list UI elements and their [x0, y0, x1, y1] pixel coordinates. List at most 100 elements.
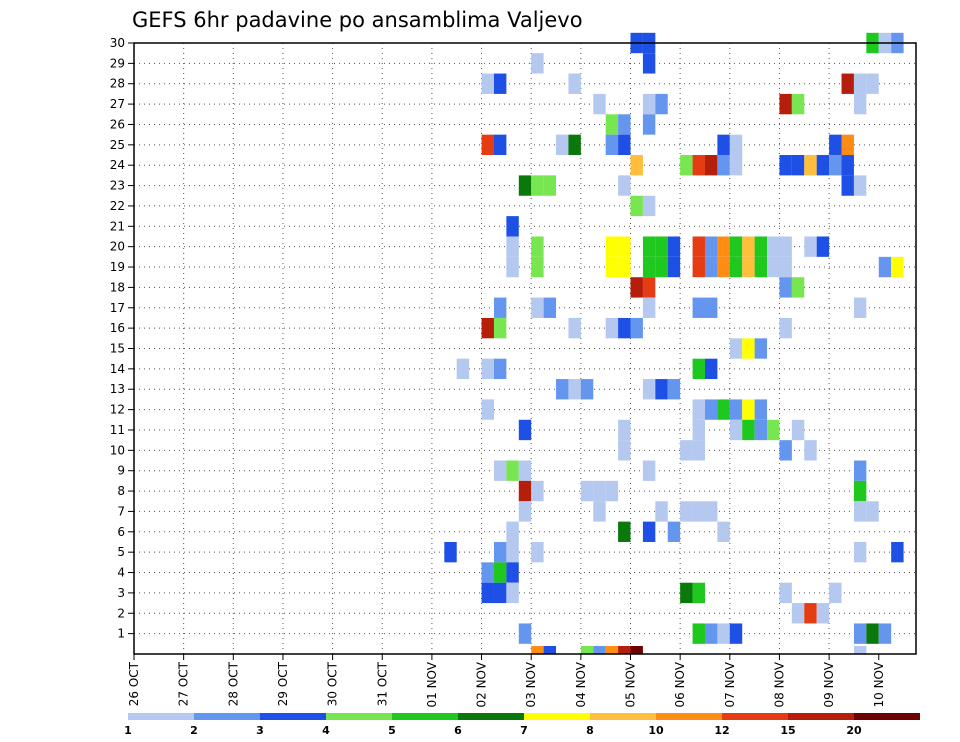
precip-cell — [717, 236, 730, 257]
precip-cell — [605, 480, 619, 502]
precip-cell — [729, 338, 743, 359]
precip-cell — [642, 460, 656, 481]
precip-cell — [605, 646, 619, 654]
precip-cell — [841, 134, 854, 156]
y-tick-label: 17 — [110, 301, 125, 315]
precip-cell — [642, 256, 656, 278]
y-tick-label: 15 — [110, 342, 125, 356]
precip-cell — [618, 114, 631, 135]
precip-cell — [853, 480, 867, 502]
legend-label: 7 — [520, 724, 528, 737]
legend-swatch — [458, 713, 524, 720]
precip-cell — [493, 358, 507, 380]
precip-cell — [444, 541, 457, 563]
y-tick-label: 22 — [110, 199, 125, 213]
precip-cell — [568, 73, 581, 94]
precip-cell — [605, 317, 619, 339]
precip-cell — [543, 175, 557, 196]
y-tick-label: 23 — [110, 179, 125, 193]
precip-cell — [531, 297, 544, 318]
x-tick-label: 07 NOV — [723, 661, 737, 707]
precip-cell — [481, 317, 494, 339]
precip-cell — [531, 256, 544, 278]
precip-cell — [754, 419, 768, 441]
legend-label: 12 — [714, 724, 729, 737]
precip-cell — [829, 582, 842, 604]
precip-cell — [841, 155, 854, 176]
precip-cell — [692, 358, 705, 380]
precip-cell — [841, 73, 854, 94]
precip-cell — [630, 155, 643, 176]
legend-label: 8 — [586, 724, 594, 737]
x-tick-label: 26 OCT — [127, 661, 141, 706]
precip-cell — [493, 317, 507, 339]
precip-cell — [506, 460, 519, 481]
legend-label: 3 — [256, 724, 264, 737]
precip-cell — [642, 93, 656, 115]
precip-cell — [791, 603, 805, 624]
precip-cell — [481, 399, 494, 420]
precip-cell — [506, 216, 519, 237]
precip-cell — [704, 501, 718, 522]
precip-cell — [717, 399, 730, 420]
y-tick-label: 6 — [117, 525, 125, 539]
precip-cell — [593, 480, 606, 502]
x-axis-ticks: 26 OCT 27 OCT 28 OCT 29 OCT 30 OCT 31 OCT 01 N… — [127, 654, 886, 708]
precip-cell — [754, 338, 768, 359]
precip-cell — [692, 440, 705, 461]
precip-cell — [605, 134, 619, 156]
y-tick-label: 19 — [110, 260, 125, 274]
precip-cell — [779, 582, 792, 604]
precip-cell — [729, 419, 743, 441]
precip-cell — [779, 93, 792, 115]
precip-cell — [704, 623, 718, 644]
precip-cell — [531, 175, 544, 196]
precip-cell — [642, 114, 656, 135]
precip-cell — [829, 134, 842, 156]
y-tick-label: 28 — [110, 77, 125, 91]
precip-cell — [754, 256, 768, 278]
precip-cell — [692, 399, 705, 420]
precip-cell — [717, 155, 730, 176]
x-tick-label: 05 NOV — [624, 661, 638, 707]
precip-cell — [816, 603, 830, 624]
precip-cell — [804, 440, 817, 461]
precip-cell — [531, 480, 544, 502]
y-tick-label: 11 — [110, 423, 125, 437]
precip-cell — [692, 419, 705, 441]
precip-cell — [791, 155, 805, 176]
precip-cell — [779, 236, 792, 257]
precip-cell — [618, 646, 631, 654]
precip-cell — [891, 541, 904, 563]
precip-cell — [556, 134, 569, 156]
legend-swatch — [656, 713, 722, 720]
precip-cell — [642, 521, 656, 542]
precip-cell — [729, 623, 743, 644]
x-tick-label: 09 NOV — [822, 661, 836, 707]
precip-cell — [493, 73, 507, 94]
precip-cell — [580, 379, 594, 400]
legend-label: 15 — [780, 724, 795, 737]
precip-cell — [630, 277, 643, 298]
precip-cell — [754, 236, 768, 257]
precip-cell — [692, 155, 705, 176]
precip-cell — [605, 114, 619, 135]
precip-cell — [767, 256, 780, 278]
legend-swatch — [524, 713, 590, 720]
precip-cell — [630, 317, 643, 339]
precip-cell — [853, 460, 867, 481]
precip-cell — [493, 582, 507, 604]
precip-cell — [655, 236, 668, 257]
precip-cell — [866, 501, 879, 522]
precip-cell — [729, 155, 743, 176]
precip-cell — [506, 582, 519, 604]
precip-cell — [779, 256, 792, 278]
precip-cell — [605, 236, 619, 257]
precip-cell — [767, 419, 780, 441]
y-tick-label: 25 — [110, 138, 125, 152]
precip-cell — [642, 379, 656, 400]
legend-swatch — [590, 713, 656, 720]
precip-cell — [518, 460, 532, 481]
precip-cell — [866, 623, 879, 644]
x-tick-label: 03 NOV — [524, 661, 538, 707]
